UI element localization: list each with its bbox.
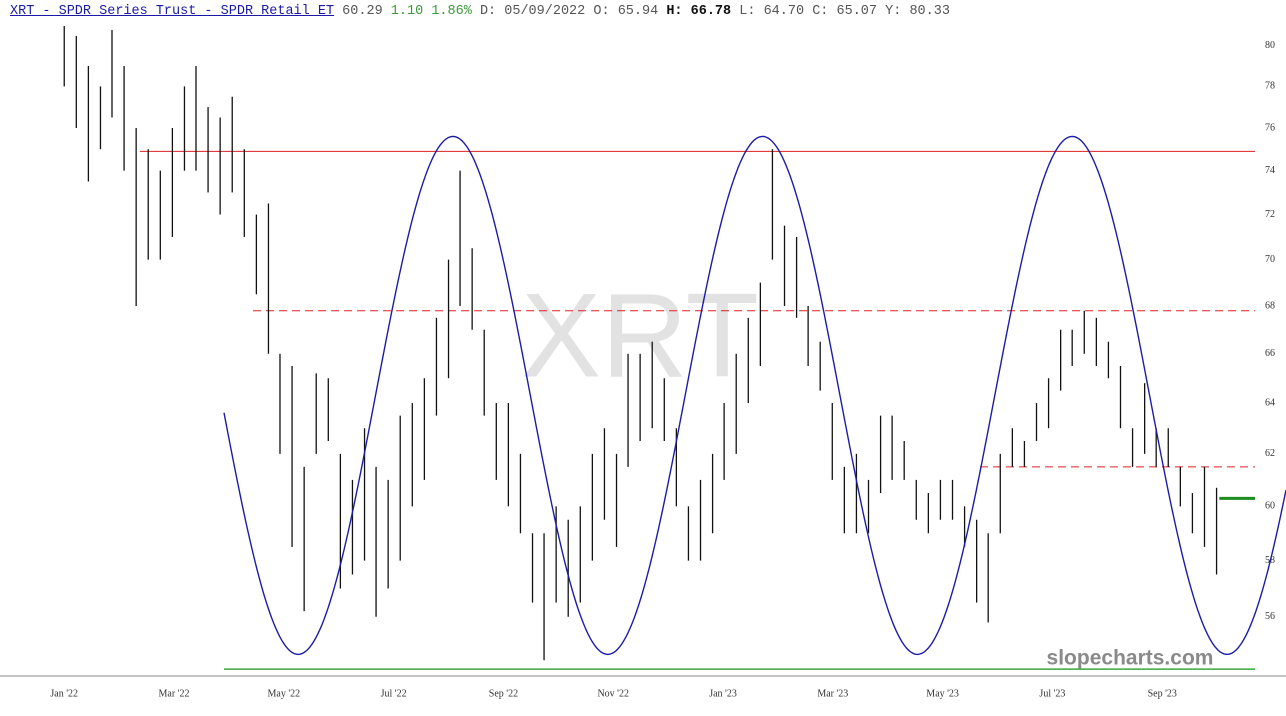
x-tick-label: Nov '22 (597, 688, 629, 699)
change-pct: 1.86% (431, 4, 472, 19)
header: XRT - SPDR Series Trust - SPDR Retail ET… (10, 4, 950, 19)
x-tick-label: Mar '22 (159, 688, 190, 699)
credit: slopecharts.com (1047, 647, 1214, 670)
symbol-link[interactable]: XRT - SPDR Series Trust - SPDR Retail ET (10, 4, 335, 19)
y-tick-label: 56 (1265, 611, 1275, 622)
x-tick-label: May '22 (268, 688, 301, 699)
field-label: C: (812, 4, 829, 19)
y-tick-label: 72 (1265, 209, 1275, 220)
change: 1.10 (390, 4, 424, 19)
field-label: L: (739, 4, 756, 19)
y-tick-label: 76 (1265, 122, 1275, 133)
y-tick-label: 70 (1265, 254, 1275, 265)
field-value: 80.33 (909, 4, 950, 19)
x-tick-label: Sep '23 (1148, 688, 1177, 699)
x-tick-label: Jul '22 (381, 688, 407, 699)
field-value: 66.78 (690, 4, 732, 19)
y-tick-label: 64 (1265, 397, 1275, 408)
y-tick-label: 66 (1265, 348, 1275, 359)
field-label: H: (666, 4, 683, 19)
last-price: 60.29 (342, 4, 383, 19)
x-tick-label: May '23 (926, 688, 959, 699)
field-value: 05/09/2022 (504, 4, 586, 19)
y-tick-label: 74 (1265, 165, 1275, 176)
field-value: 65.07 (836, 4, 878, 19)
y-tick-label: 78 (1265, 81, 1275, 92)
field-value: 64.70 (763, 4, 805, 19)
y-tick-label: 80 (1265, 40, 1275, 51)
cycle-curve (223, 135, 1286, 656)
field-label: Y: (885, 4, 902, 19)
field-value: 65.94 (617, 4, 659, 19)
x-tick-label: Jan '22 (50, 688, 78, 699)
x-tick-label: Mar '23 (817, 688, 848, 699)
y-tick-label: 60 (1265, 501, 1275, 512)
field-label: O: (593, 4, 610, 19)
x-tick-label: Jul '23 (1039, 688, 1065, 699)
x-tick-label: Sep '22 (489, 688, 518, 699)
y-tick-label: 62 (1265, 448, 1275, 459)
x-tick-label: Jan '23 (709, 688, 737, 699)
field-label: D: (479, 4, 497, 19)
y-tick-label: 68 (1265, 300, 1275, 311)
